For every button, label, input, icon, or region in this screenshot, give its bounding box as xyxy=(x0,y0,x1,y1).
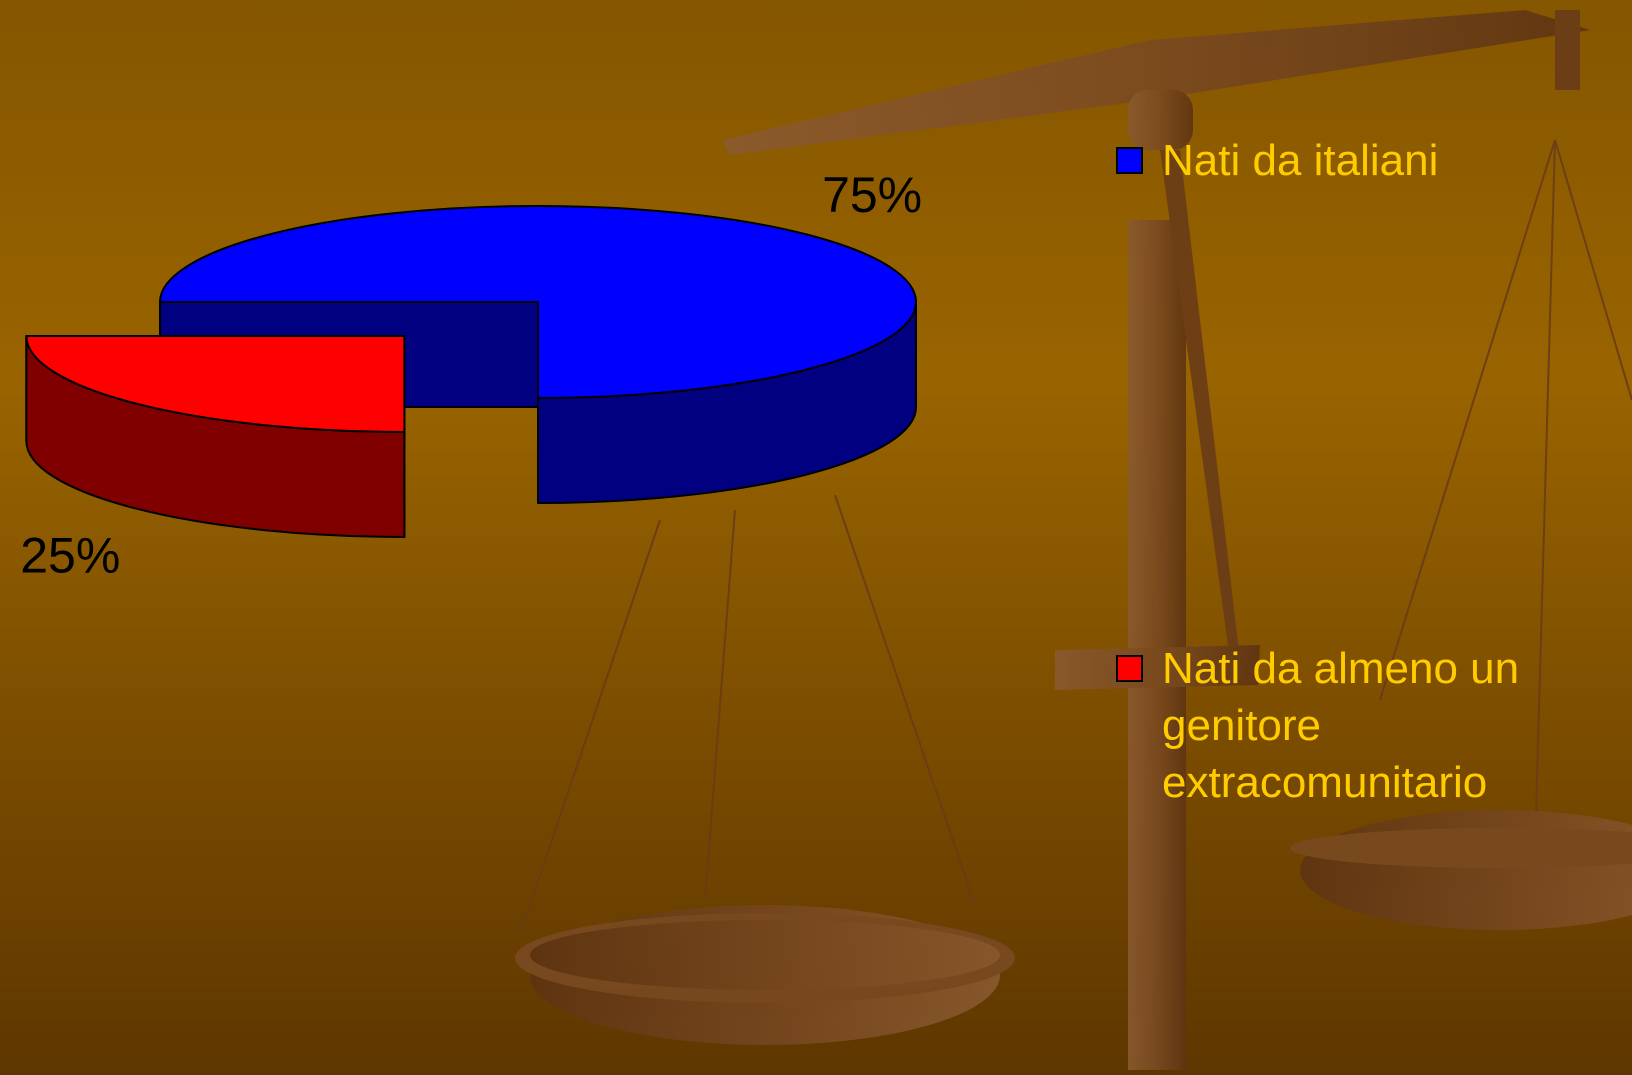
slice-top xyxy=(25,334,406,433)
legend-swatch xyxy=(1116,147,1143,174)
legend-label: Nati da almeno un genitore extracomunita… xyxy=(1162,644,1520,807)
legend-swatch xyxy=(1116,655,1143,682)
slice-top xyxy=(159,205,917,399)
legend-label: Nati da italiani xyxy=(1162,136,1439,185)
value-label: 75% xyxy=(822,167,922,223)
scale-illustration xyxy=(515,10,1632,1070)
value-label: 25% xyxy=(20,527,120,583)
